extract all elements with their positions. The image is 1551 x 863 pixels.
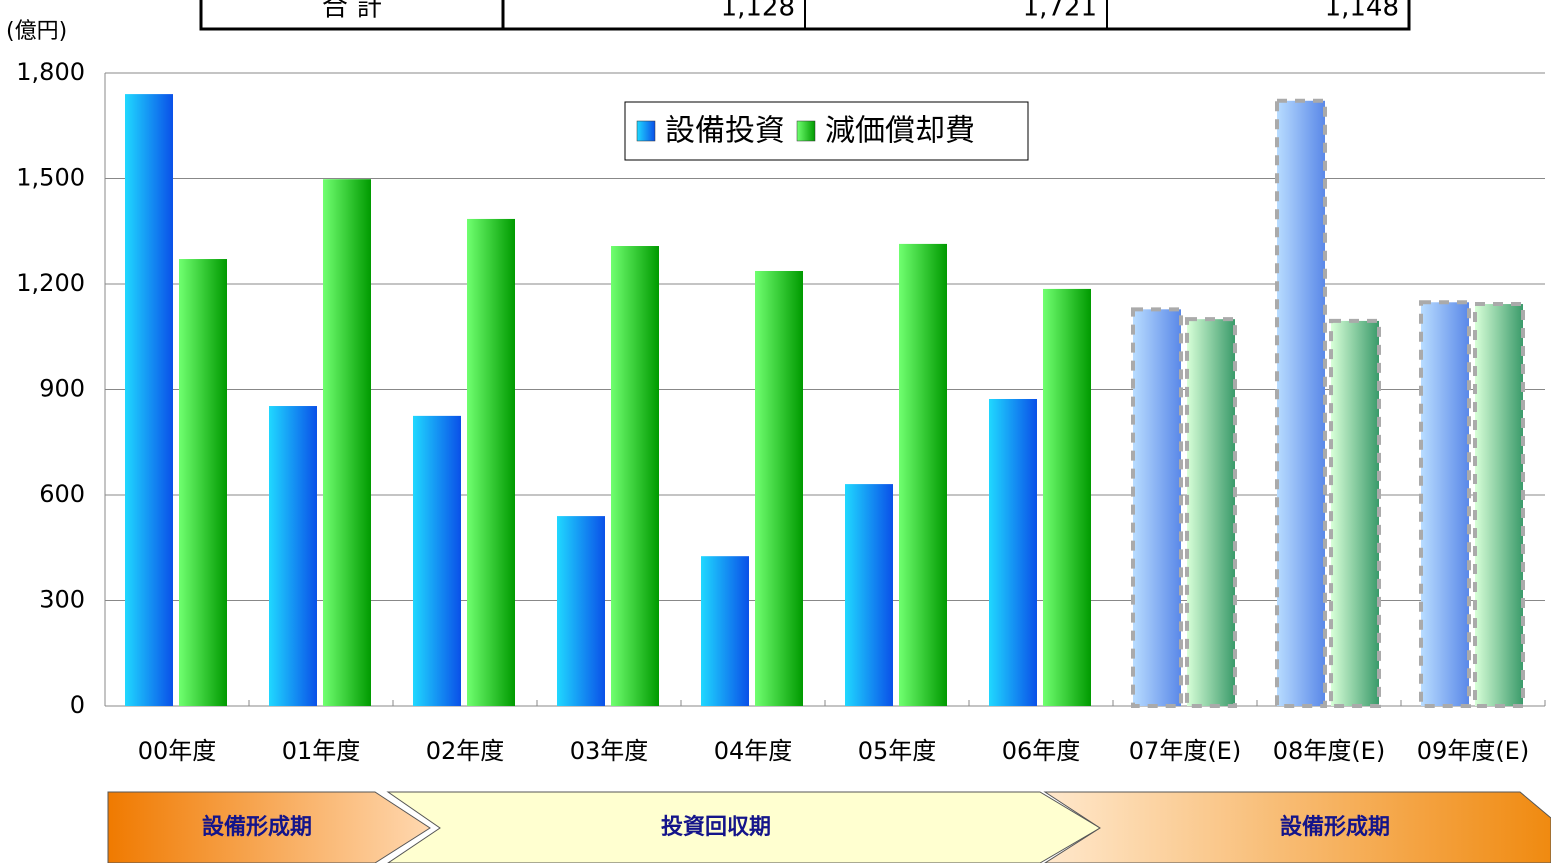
bar — [557, 516, 605, 706]
table-label: 合 計 — [322, 0, 382, 23]
y-tick-label: 300 — [39, 586, 85, 614]
table-cell: 1,148 — [1325, 0, 1399, 23]
x-tick-label: 04年度 — [714, 737, 793, 765]
x-tick-label: 01年度 — [282, 737, 361, 765]
bar — [125, 94, 173, 707]
bar — [1185, 317, 1237, 708]
bar — [1275, 98, 1327, 708]
x-tick-label: 05年度 — [858, 737, 937, 765]
bar — [413, 415, 461, 706]
y-tick-label: 1,200 — [16, 269, 85, 297]
legend-label: 減価償却費 — [825, 114, 975, 149]
bar — [845, 484, 893, 706]
bar — [1329, 318, 1381, 708]
y-tick-label: 0 — [70, 691, 85, 719]
y-tick-label: 1,500 — [16, 164, 85, 192]
bar — [989, 398, 1037, 706]
phase-label: 設備形成期 — [202, 814, 312, 840]
table-cell: 1,721 — [1023, 0, 1097, 23]
phase-label: 設備形成期 — [1280, 814, 1390, 840]
bar — [899, 243, 947, 706]
bar — [467, 218, 515, 707]
phases: 設備形成期 投資回収期 設備形成期 — [107, 791, 1551, 863]
x-tick-label: 09年度(E) — [1417, 737, 1529, 765]
legend-box — [624, 101, 1029, 161]
bar — [1131, 307, 1183, 708]
legend-label: 設備投資 — [665, 114, 785, 149]
bar — [323, 179, 371, 706]
x-tick-label: 00年度 — [138, 737, 217, 765]
bar — [269, 406, 317, 706]
table-cell: 1,128 — [721, 0, 795, 23]
bar — [1419, 300, 1471, 708]
y-tick-label: 600 — [39, 480, 85, 508]
x-tick-label: 07年度(E) — [1129, 737, 1241, 765]
bar — [611, 246, 659, 706]
x-tick-label: 08年度(E) — [1273, 737, 1385, 765]
y-tick-label: 1,800 — [16, 58, 85, 86]
x-tick-label: 03年度 — [570, 737, 649, 765]
bar — [701, 556, 749, 706]
bar — [1043, 288, 1091, 706]
bar — [1473, 302, 1525, 708]
legend-swatch — [796, 120, 816, 142]
phase-label: 投資回収期 — [661, 814, 771, 840]
bar — [755, 270, 803, 706]
y-tick-label: 900 — [39, 375, 85, 403]
x-tick-label: 06年度 — [1002, 737, 1081, 765]
x-tick-label: 02年度 — [426, 737, 505, 765]
legend-swatch — [636, 120, 656, 142]
y-axis-label: (億円) — [6, 19, 67, 44]
bar — [179, 259, 227, 706]
summary-table: 合 計 1,128 1,721 1,148 — [199, 0, 1411, 31]
